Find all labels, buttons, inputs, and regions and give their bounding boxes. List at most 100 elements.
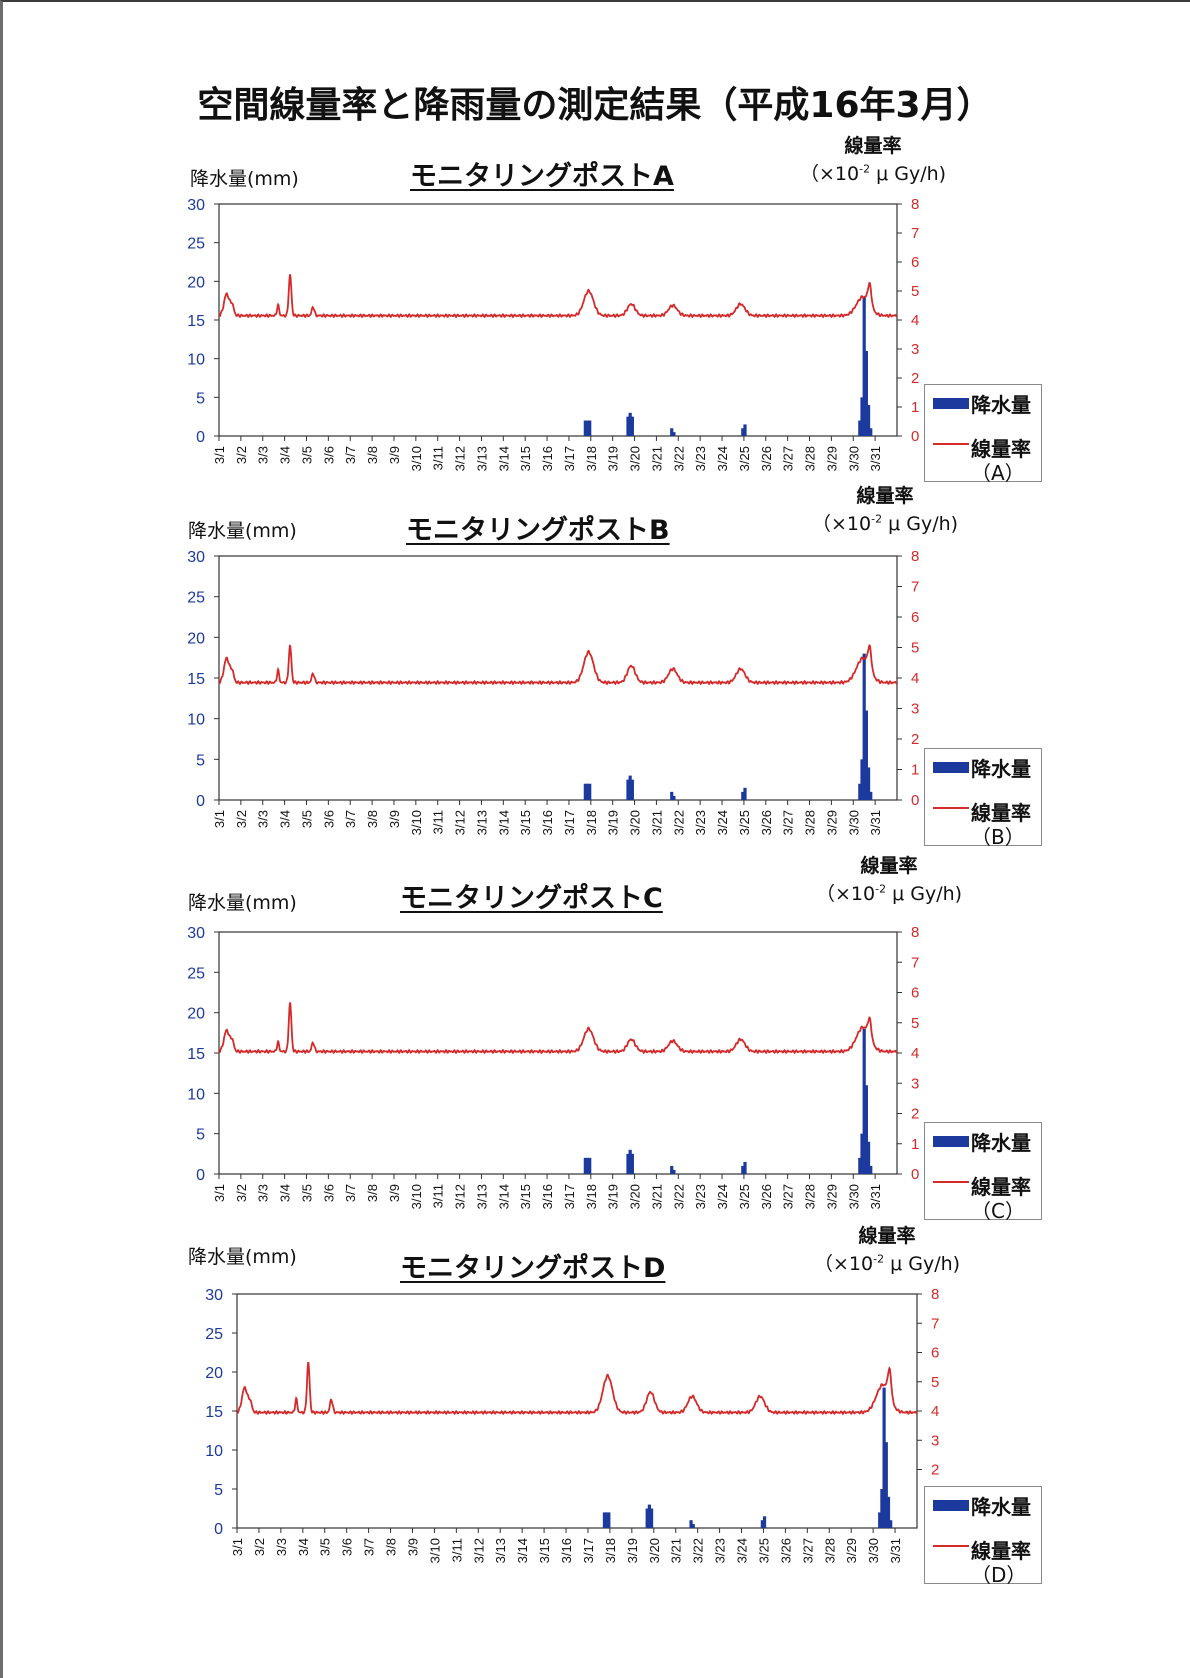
x-tick-label: 3/17 xyxy=(562,810,577,835)
rain-bar xyxy=(605,1512,609,1528)
x-tick-label: 3/30 xyxy=(846,810,861,835)
x-tick-label: 3/31 xyxy=(888,1538,903,1563)
x-tick-label: 3/27 xyxy=(781,446,796,471)
rain-bar xyxy=(626,1153,630,1174)
rain-bar xyxy=(743,1161,747,1174)
right-tick-label: 4 xyxy=(911,312,919,329)
x-tick-label: 3/3 xyxy=(256,810,271,828)
x-tick-label: 3/10 xyxy=(409,1184,424,1209)
right-axis-title: 線量率 （×10-2 μ Gy/h) xyxy=(814,1224,960,1276)
x-tick-label: 3/8 xyxy=(365,1184,380,1202)
x-tick-label: 3/2 xyxy=(234,810,249,828)
right-tick-label: 8 xyxy=(911,924,919,941)
x-tick-label: 3/24 xyxy=(715,1184,730,1209)
x-tick-label: 3/5 xyxy=(299,1184,314,1202)
rain-bar xyxy=(649,1508,654,1528)
x-tick-label: 3/13 xyxy=(474,810,489,835)
rain-bar xyxy=(672,795,676,800)
x-tick-label: 3/5 xyxy=(299,810,314,828)
rain-bar xyxy=(626,416,630,436)
x-tick-label: 3/16 xyxy=(540,446,555,471)
rain-bar xyxy=(628,1149,632,1174)
rain-bar xyxy=(607,1512,611,1528)
chart-svg: 0 5 10 15 20 25 30 0 1 2 3 4 5 6 7 8 3/1 3/2 3/3 3/4 3/5 3/6 3… xyxy=(187,548,919,835)
x-tick-label: 3/19 xyxy=(625,1538,640,1563)
x-tick-label: 3/27 xyxy=(800,1538,815,1563)
left-axis-title: 降水量(mm) xyxy=(190,168,299,190)
rain-bar xyxy=(670,428,674,436)
right-tick-label: 5 xyxy=(911,1015,919,1032)
x-tick-label: 3/29 xyxy=(844,1538,859,1563)
rain-bar xyxy=(866,1141,871,1174)
x-tick-label: 3/1 xyxy=(212,810,227,828)
x-tick-label: 3/18 xyxy=(584,1184,599,1209)
rain-bar xyxy=(760,1520,764,1528)
x-tick-label: 3/17 xyxy=(581,1538,596,1563)
x-tick-label: 3/4 xyxy=(278,1184,293,1202)
x-tick-label: 3/12 xyxy=(453,1184,468,1209)
right-tick-label: 5 xyxy=(911,283,919,300)
rain-bar xyxy=(860,759,864,800)
legend-rain-swatch xyxy=(933,1136,969,1147)
left-tick-label: 25 xyxy=(187,236,205,253)
right-tick-label: 6 xyxy=(911,609,919,626)
x-tick-label: 3/13 xyxy=(474,1184,489,1209)
rain-bar xyxy=(741,428,745,436)
left-tick-label: 10 xyxy=(187,712,205,729)
rain-bar xyxy=(882,1387,886,1528)
right-axis-unit: （×10-2 μ Gy/h) xyxy=(816,883,963,906)
x-tick-label: 3/5 xyxy=(299,446,314,464)
right-tick-label: 1 xyxy=(911,1136,919,1153)
x-tick-label: 3/8 xyxy=(365,810,380,828)
rain-bar xyxy=(602,1512,607,1528)
x-tick-label: 3/6 xyxy=(321,1184,336,1202)
rain-bar xyxy=(741,1165,745,1174)
dose-rate-line xyxy=(218,1002,898,1055)
rain-bar xyxy=(878,1512,882,1528)
x-tick-label: 3/25 xyxy=(737,1184,752,1209)
x-tick-label: 3/16 xyxy=(540,1184,555,1209)
legend-post-label: （B） xyxy=(971,825,1025,849)
right-tick-label: 1 xyxy=(911,399,919,416)
dose-rate-line xyxy=(218,644,898,686)
right-tick-label: 5 xyxy=(931,1374,939,1391)
rain-bar xyxy=(869,791,873,800)
x-tick-label: 3/6 xyxy=(321,810,336,828)
rain-bar xyxy=(866,405,871,436)
rain-bar xyxy=(864,710,868,800)
legend-rain-swatch xyxy=(933,1500,969,1511)
rain-bar xyxy=(886,1496,891,1528)
x-tick-label: 3/22 xyxy=(671,810,686,835)
left-tick-label: 0 xyxy=(196,429,205,446)
legend-rain-label: 降水量 xyxy=(971,393,1031,417)
x-tick-label: 3/17 xyxy=(562,1184,577,1209)
rain-bar xyxy=(864,1085,868,1174)
left-axis-title: 降水量(mm) xyxy=(188,520,297,542)
x-tick-label: 3/7 xyxy=(343,810,358,828)
x-tick-label: 3/11 xyxy=(431,1184,446,1208)
rain-bar xyxy=(583,783,587,800)
rain-bar xyxy=(588,783,592,800)
rain-bar xyxy=(626,779,630,800)
right-tick-label: 4 xyxy=(911,1045,919,1062)
x-tick-label: 3/4 xyxy=(278,446,293,464)
legend-rain-label: 降水量 xyxy=(971,757,1031,781)
x-tick-label: 3/10 xyxy=(427,1538,442,1563)
page-title: 空間線量率と降雨量の測定結果（平成16年3月） xyxy=(197,85,993,126)
x-tick-label: 3/30 xyxy=(866,1538,881,1563)
x-tick-label: 3/12 xyxy=(453,446,468,471)
chart-svg: 0 5 10 15 20 25 30 0 1 2 3 4 5 6 7 8 3/1 3/2 3/3 3/4 3/5 3/6 3… xyxy=(187,196,919,471)
x-tick-label: 3/10 xyxy=(409,810,424,835)
left-tick-label: 0 xyxy=(196,1167,205,1184)
x-tick-label: 3/1 xyxy=(212,1184,227,1202)
x-tick-label: 3/27 xyxy=(781,1184,796,1209)
legend-dose-label: 線量率 xyxy=(971,1175,1031,1199)
legend: 降水量 線量率 （B） xyxy=(924,748,1042,849)
rain-bar xyxy=(860,397,864,436)
right-tick-label: 2 xyxy=(911,370,919,387)
rain-bar xyxy=(689,1520,693,1528)
left-tick-label: 20 xyxy=(187,274,205,291)
x-tick-label: 3/20 xyxy=(628,810,643,835)
x-tick-label: 3/10 xyxy=(409,446,424,471)
x-tick-label: 3/28 xyxy=(803,810,818,835)
